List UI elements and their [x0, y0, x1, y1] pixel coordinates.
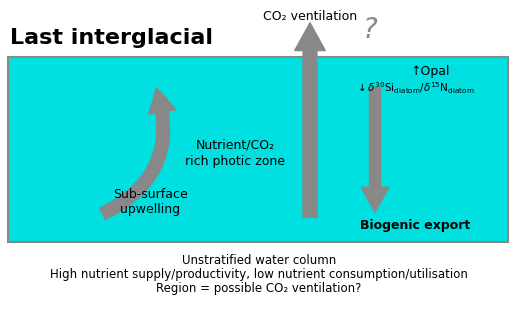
Text: CO₂ ventilation: CO₂ ventilation	[263, 10, 357, 23]
Text: Unstratified water column: Unstratified water column	[182, 254, 336, 267]
Text: Sub-surface: Sub-surface	[113, 188, 187, 202]
Text: upwelling: upwelling	[120, 204, 180, 216]
FancyArrowPatch shape	[295, 23, 325, 217]
Text: $\downarrow\delta^{30}$Si$_{\rm diatom}$/$\delta^{15}$N$_{\rm diatom}$: $\downarrow\delta^{30}$Si$_{\rm diatom}$…	[355, 80, 475, 96]
Text: Last interglacial: Last interglacial	[10, 28, 213, 48]
FancyArrowPatch shape	[100, 88, 175, 219]
Text: Region = possible CO₂ ventilation?: Region = possible CO₂ ventilation?	[156, 282, 362, 295]
Text: rich photic zone: rich photic zone	[185, 155, 285, 169]
Text: Biogenic export: Biogenic export	[360, 218, 470, 232]
Text: ?: ?	[363, 16, 377, 44]
FancyArrowPatch shape	[361, 88, 389, 212]
Text: Nutrient/CO₂: Nutrient/CO₂	[196, 139, 275, 151]
Text: ↑Opal: ↑Opal	[410, 65, 450, 79]
Bar	[8, 57, 508, 242]
Text: High nutrient supply/productivity, low nutrient consumption/utilisation: High nutrient supply/productivity, low n…	[50, 268, 468, 281]
